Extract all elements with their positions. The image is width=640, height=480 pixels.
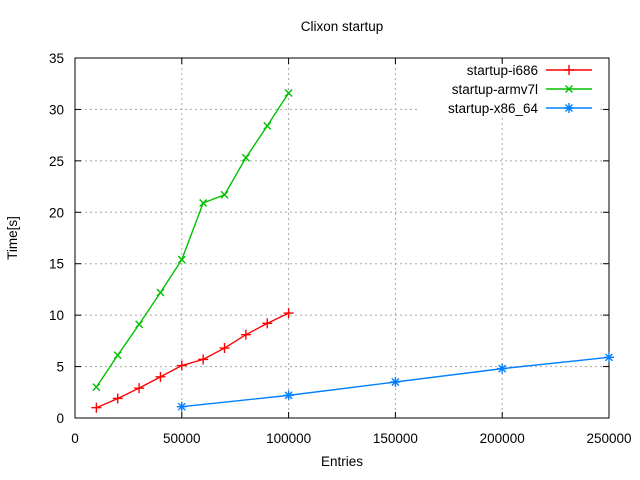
series-marker-startup-i686 <box>240 329 251 340</box>
x-tick-label: 150000 <box>373 431 418 446</box>
x-tick-label: 0 <box>71 431 79 446</box>
series-marker-startup-armv7l <box>135 320 144 329</box>
y-tick-label: 5 <box>56 360 64 375</box>
y-tick-label: 20 <box>49 205 64 220</box>
x-axis-label: Entries <box>321 454 363 469</box>
series-line-startup-armv7l <box>95 92 290 388</box>
series-marker-startup-i686 <box>262 318 273 329</box>
y-axis-label: Time[s] <box>5 216 20 260</box>
plot-frame <box>74 57 610 419</box>
x-tick-label: 50000 <box>163 431 201 446</box>
series-marker-startup-x86_64 <box>176 401 187 412</box>
series-line-startup-i686 <box>96 312 289 409</box>
series-marker-startup-armv7l <box>156 288 165 297</box>
y-tick-label: 15 <box>49 257 64 272</box>
y-tick-label: 10 <box>49 308 64 323</box>
x-tick-label: 200000 <box>480 431 525 446</box>
series-marker-startup-x86_64 <box>390 377 401 387</box>
series-marker-startup-armv7l <box>177 255 186 264</box>
series-marker-startup-armv7l <box>92 383 101 392</box>
legend-label-startup-x86_64: startup-x86_64 <box>448 101 539 116</box>
x-tick-label: 250000 <box>586 431 631 446</box>
series-marker-startup-i686 <box>283 308 294 319</box>
series-marker-startup-armv7l <box>284 88 293 97</box>
chart-title: Clixon startup <box>301 19 384 34</box>
series-marker-startup-i686 <box>155 371 166 382</box>
y-tick-label: 35 <box>49 51 64 66</box>
series-marker-startup-armv7l <box>199 199 208 208</box>
legend-label-startup-armv7l: startup-armv7l <box>452 82 538 97</box>
legend-sample-marker-startup-armv7l <box>565 85 573 93</box>
series-marker-startup-armv7l <box>113 351 122 360</box>
series-marker-startup-i686 <box>198 354 209 365</box>
y-tick-label: 25 <box>49 154 64 169</box>
series-marker-startup-x86_64 <box>283 390 294 401</box>
legend-sample-marker-startup-x86_64 <box>564 103 574 113</box>
series-marker-startup-armv7l <box>241 153 250 162</box>
x-tick-label: 100000 <box>266 431 311 446</box>
series-marker-startup-x86_64 <box>497 363 508 374</box>
chart-canvas: 0 50000 100000 150000 200000 250000 0 5 10 15 20 25… <box>49 51 632 446</box>
series-marker-startup-i686 <box>176 360 187 371</box>
legend-label-startup-i686: startup-i686 <box>467 63 538 78</box>
series-marker-startup-i686 <box>219 343 230 354</box>
series-marker-startup-i686 <box>91 402 102 413</box>
series-marker-startup-armv7l <box>220 190 229 199</box>
series-marker-startup-x86_64 <box>604 352 614 363</box>
legend-sample-marker-startup-i686 <box>564 65 574 75</box>
y-tick-label: 0 <box>56 411 64 426</box>
series-marker-startup-i686 <box>112 393 123 404</box>
y-tick-label: 30 <box>49 102 64 117</box>
series-marker-startup-i686 <box>134 383 145 394</box>
series-marker-startup-armv7l <box>263 121 272 130</box>
